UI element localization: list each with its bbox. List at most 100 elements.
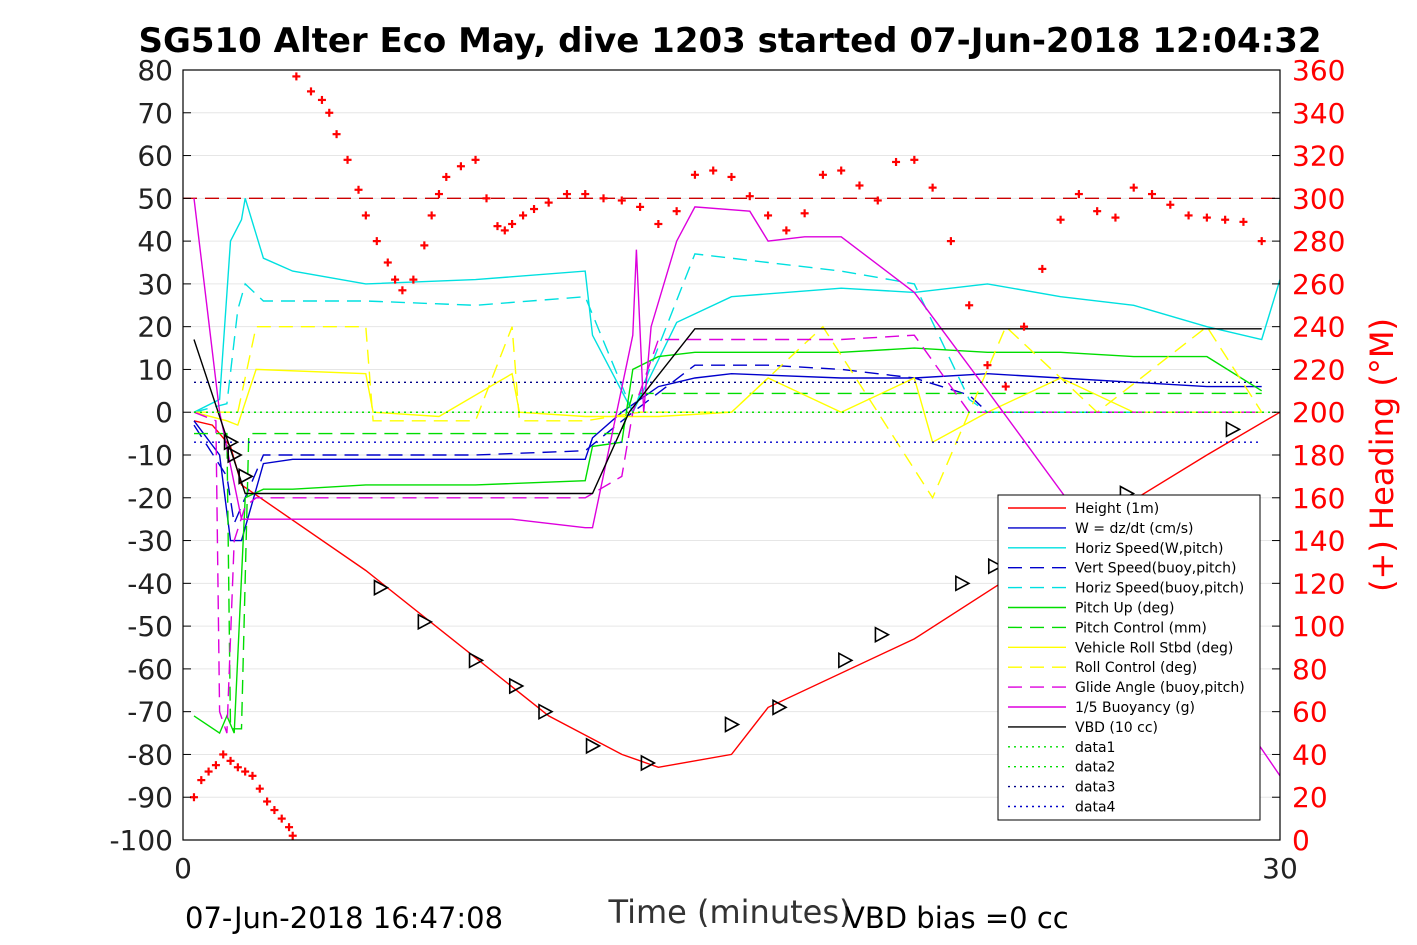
- triangle-marker: [538, 703, 554, 721]
- heading-point: [211, 761, 220, 770]
- heading-point: [1202, 213, 1211, 222]
- heading-point: [562, 190, 571, 199]
- right-tick-label: 200: [1292, 396, 1345, 429]
- left-tick-label: -100: [109, 824, 173, 857]
- heading-point: [197, 776, 206, 785]
- right-tick-label: 0: [1292, 824, 1310, 857]
- legend-label-4: Horiz Speed(buoy,pitch): [1075, 581, 1244, 597]
- heading-point: [727, 172, 736, 181]
- left-tick-label: 30: [137, 268, 173, 301]
- heading-point: [383, 258, 392, 267]
- heading-point: [745, 192, 754, 201]
- legend-label-2: Horiz Speed(W,pitch): [1075, 541, 1223, 557]
- heading-point: [965, 301, 974, 310]
- x-tick-label: 30: [1262, 852, 1298, 885]
- right-tick-label: 180: [1292, 439, 1345, 472]
- legend-label-8: Roll Control (deg): [1075, 660, 1197, 676]
- heading-point: [1257, 237, 1266, 246]
- heading-point: [782, 226, 791, 235]
- heading-point: [1166, 200, 1175, 209]
- heading-point: [709, 166, 718, 175]
- right-tick-label: 220: [1292, 353, 1345, 386]
- heading-point: [398, 286, 407, 295]
- left-tick-label: -90: [127, 781, 173, 814]
- left-tick-label: 60: [137, 140, 173, 173]
- left-tick-label: -60: [127, 653, 173, 686]
- right-tick-label: 300: [1292, 182, 1345, 215]
- left-tick-label: -40: [127, 567, 173, 600]
- left-tick-label: 80: [137, 54, 173, 87]
- triangle-marker: [955, 574, 971, 592]
- legend-label-7: Vehicle Roll Stbd (deg): [1075, 640, 1233, 656]
- legend-label-15: data4: [1075, 800, 1116, 816]
- heading-point: [189, 793, 198, 802]
- heading-point: [306, 87, 315, 96]
- heading-point: [409, 275, 418, 284]
- series-line-4: [193, 253, 1262, 415]
- triangle-marker: [838, 651, 854, 669]
- left-tick-label: -50: [127, 610, 173, 643]
- left-axis: 80 70 60 50 40 30 20 10 0 -10 -20 -30 -40 -50 -60 -70 -8…: [109, 54, 191, 857]
- heading-point: [581, 190, 590, 199]
- legend-label-10: 1/5 Buoyancy (g): [1075, 700, 1195, 716]
- heading-point: [219, 750, 228, 759]
- heading-point: [1038, 264, 1047, 273]
- legend-label-0: Height (1m): [1075, 501, 1159, 517]
- triangle-marker: [640, 754, 657, 772]
- heading-point: [672, 207, 681, 216]
- heading-point: [1239, 217, 1248, 226]
- heading-point: [493, 222, 502, 231]
- heading-point: [837, 166, 846, 175]
- left-tick-label: 70: [137, 97, 173, 130]
- heading-point: [233, 763, 242, 772]
- heading-point: [617, 196, 626, 205]
- heading-point: [427, 211, 436, 220]
- heading-point: [1001, 382, 1010, 391]
- heading-point: [1093, 207, 1102, 216]
- heading-point: [1221, 215, 1230, 224]
- triangle-marker: [227, 446, 243, 464]
- heading-point: [764, 211, 773, 220]
- left-tick-label: 0: [155, 396, 173, 429]
- legend-label-9: Glide Angle (buoy,pitch): [1075, 680, 1245, 696]
- heading-point: [690, 170, 699, 179]
- heading-point: [343, 155, 352, 164]
- x-tick-label: 0: [174, 852, 192, 885]
- left-tick-label: -10: [127, 439, 173, 472]
- heading-point: [456, 162, 465, 171]
- legend-label-14: data3: [1075, 780, 1115, 796]
- heading-point: [277, 814, 286, 823]
- heading-point: [508, 220, 517, 228]
- series-line-11: [193, 328, 1262, 495]
- marker-layer: [189, 72, 1266, 840]
- heading-point: [226, 756, 235, 765]
- right-tick-label: 320: [1292, 140, 1345, 173]
- triangle-marker: [223, 433, 240, 451]
- heading-point: [1074, 190, 1083, 199]
- right-tick-label: 100: [1292, 610, 1345, 643]
- heading-point: [471, 155, 480, 164]
- right-tick-label: 80: [1292, 653, 1328, 686]
- triangle-marker: [468, 651, 485, 669]
- heading-point: [500, 226, 509, 235]
- x-axis: 0 30: [174, 832, 1298, 885]
- chart-title: SG510 Alter Eco May, dive 1203 started 0…: [138, 21, 1321, 61]
- heading-point: [285, 823, 294, 832]
- x-axis-label: Time (minutes): [608, 893, 852, 931]
- heading-point: [873, 196, 882, 205]
- legend-box: [997, 494, 1261, 821]
- legend-label-5: Pitch Up (deg): [1075, 601, 1174, 617]
- right-tick-label: 60: [1292, 696, 1328, 729]
- legend-label-13: data2: [1075, 760, 1115, 776]
- heading-point: [928, 183, 937, 192]
- series-line-2: [193, 198, 1281, 414]
- heading-point: [636, 202, 645, 211]
- legend: Height (1m) W = dz/dt (cm/s) Horiz Speed(W…: [997, 494, 1261, 821]
- right-tick-label: 140: [1292, 525, 1345, 558]
- series-line-9: [193, 334, 1262, 734]
- heading-point: [361, 211, 370, 220]
- footer-vbd-bias: VBD bias =0 cc: [845, 901, 1069, 935]
- heading-point: [654, 220, 663, 228]
- triangle-marker: [373, 579, 390, 596]
